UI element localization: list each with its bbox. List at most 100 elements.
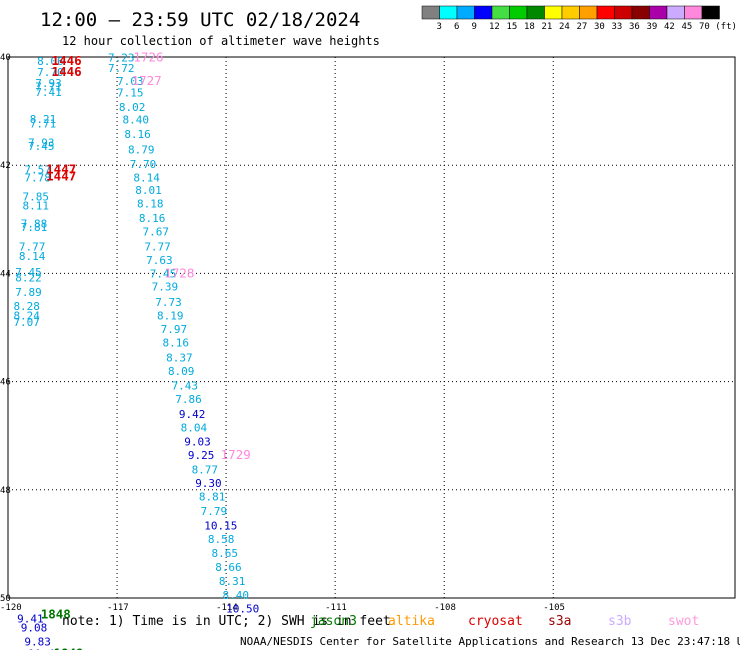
wave-height-label: 7.71 [30, 117, 56, 130]
x-tick-label: -117 [107, 603, 129, 613]
colorbar-legend: 3 6 9 12 15 18 21 24 27 30 33 36 39 42 45 70 (ft) [421, 5, 737, 32]
wave-height-label: 9.08 [21, 622, 48, 635]
wave-height-label: 7.70 [37, 66, 64, 79]
colorbar-swatch [649, 5, 668, 20]
colorbar-swatch [509, 5, 528, 20]
x-tick-label: -108 [434, 603, 456, 613]
mission-label-cryosat: cryosat [468, 614, 523, 629]
colorbar-swatch [631, 5, 650, 20]
colorbar-label: 42 [664, 22, 675, 32]
wave-height-label: 7.77 [144, 241, 171, 254]
mission-legend: jason3 altika cryosat s3a s3b swot [310, 614, 699, 629]
wave-height-label: 8.16 [124, 128, 151, 141]
plot-area: -120 -117 -114 -111 -108 -105 40 42 44 46 48 50 8.0… [0, 49, 736, 650]
wave-height-label: 7.41 [35, 86, 62, 99]
wave-height-label: 9.30 [195, 477, 222, 490]
wave-height-label: 8.11 [23, 200, 50, 213]
y-tick-label: 48 [0, 486, 11, 496]
wave-height-label: 8.58 [208, 533, 235, 546]
wave-height-label: 7.89 [15, 286, 42, 299]
colorbar-swatch [491, 5, 510, 20]
chart-subtitle: 12 hour collection of altimeter wave hei… [62, 34, 380, 48]
x-tick-label: -120 [0, 603, 22, 613]
y-tick-label: 40 [0, 53, 11, 63]
y-tick-label: 50 [0, 594, 11, 604]
pass-time-label: 1729 [221, 447, 251, 462]
x-tick-label: -105 [543, 603, 565, 613]
colorbar-label: 12 [489, 22, 500, 32]
wave-height-label: 8.09 [168, 365, 195, 378]
wave-height-label: 9.03 [184, 435, 211, 448]
wave-height-label: 10.41 [28, 648, 61, 650]
colorbar-label: 15 [507, 22, 518, 32]
colorbar-label: 30 [594, 22, 605, 32]
wave-height-label: 9.83 [24, 636, 50, 649]
wave-height-label: 8.18 [137, 197, 164, 210]
colorbar-label: 39 [647, 22, 658, 32]
wave-height-label: 8.14 [19, 250, 46, 263]
wave-height-label: 8.06 [37, 55, 64, 68]
pass-time-label: 1447 [46, 161, 76, 176]
wave-height-label: 7.67 [142, 226, 169, 239]
wave-height-label: 8.81 [199, 491, 226, 504]
wave-height-label: 8.22 [15, 272, 42, 285]
colorbar-swatch [579, 5, 598, 20]
wave-height-labels: 8.067.707.937.717.418.217.717.937.457.57… [13, 51, 259, 650]
wave-height-label: 8.66 [215, 561, 242, 574]
pass-time-label: 1726 [133, 49, 163, 64]
wave-height-label: 7.23 [108, 51, 134, 64]
wave-height-label: 8.31 [219, 575, 246, 588]
colorbar-swatch [666, 5, 685, 20]
mission-label-jason3: jason3 [310, 614, 357, 629]
wave-height-label: 8.16 [162, 336, 189, 349]
footer-credit: NOAA/NESDIS Center for Satellite Applica… [240, 635, 740, 648]
mission-label-altika: altika [388, 614, 435, 629]
wave-height-label: 8.14 [133, 171, 160, 184]
mission-label-s3b: s3b [608, 614, 632, 629]
wave-height-label: 7.15 [117, 86, 144, 99]
colorbar-swatch [456, 5, 475, 20]
wave-height-label: 7.81 [21, 221, 48, 234]
wave-height-label: 9.42 [179, 408, 206, 421]
wave-height-label: 7.07 [13, 316, 40, 329]
wave-height-label: 8.37 [166, 352, 193, 365]
colorbar-label: 45 [682, 22, 693, 32]
colorbar-label: 3 [437, 22, 442, 32]
footer-note: note: 1) Time is in UTC; 2) SWH is in fe… [62, 614, 391, 629]
wave-height-label: 9.25 [188, 449, 215, 462]
wave-height-label: 8.65 [212, 547, 239, 560]
y-tick-label: 42 [0, 161, 11, 171]
pass-time-label: 1849 [53, 646, 83, 650]
pass-time-label: 1447 [46, 168, 76, 183]
wave-height-label: 7.79 [201, 505, 228, 518]
wave-height-label: 8.19 [157, 309, 184, 322]
colorbar-swatch [526, 5, 545, 20]
wave-height-label: 8.16 [139, 212, 166, 225]
wave-height-label: 7.88 [21, 217, 48, 230]
axis-ticks: -120 -117 -114 -111 -108 -105 40 42 44 46 48 50 [0, 53, 565, 613]
colorbar-swatch [596, 5, 615, 20]
wave-height-label: 8.04 [181, 421, 208, 434]
pass-time-label: 1446 [52, 53, 82, 68]
colorbar-label: 33 [612, 22, 623, 32]
colorbar-swatch [544, 5, 563, 20]
wave-height-label: 10.15 [204, 519, 237, 532]
colorbar-swatch [561, 5, 580, 20]
colorbar-label: 36 [629, 22, 640, 32]
colorbar-swatch [421, 5, 440, 20]
wave-height-label: 7.63 [146, 254, 173, 267]
wave-height-label: 7.93 [28, 136, 55, 149]
wave-height-label: 8.21 [30, 113, 56, 126]
wave-height-label: 7.93 [35, 77, 62, 90]
wave-height-label: 7.45 [15, 266, 42, 279]
x-tick-label: -111 [325, 603, 347, 613]
y-tick-label: 44 [0, 269, 11, 279]
plot-frame [7, 56, 736, 599]
colorbar-swatch [474, 5, 493, 20]
colorbar-swatch [439, 5, 458, 20]
wave-height-label: 7.43 [172, 380, 199, 393]
pass-time-label: 1446 [52, 64, 82, 79]
wave-height-label: 8.28 [13, 300, 40, 313]
wave-height-label: 8.77 [192, 464, 219, 477]
